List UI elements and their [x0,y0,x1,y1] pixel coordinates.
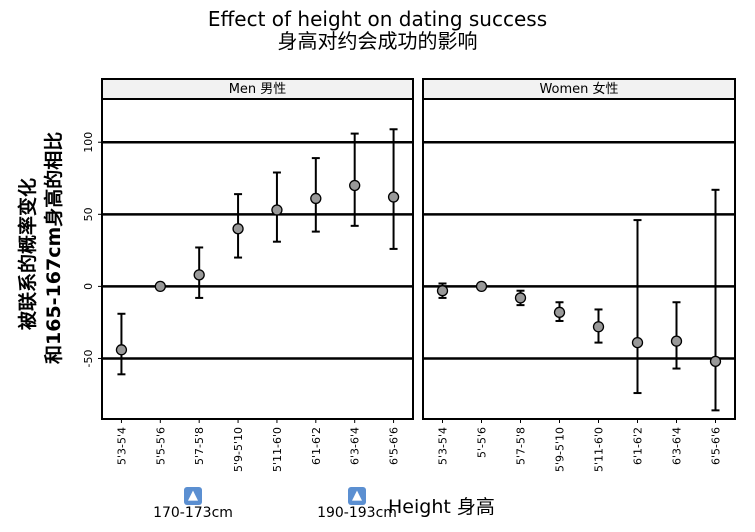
x-tick-label: 5'7-5'8 [515,427,528,465]
x-tick-label: 5'-5'6 [476,427,489,458]
up-arrow-icon: ▲ [184,487,202,505]
data-point [233,224,243,234]
data-point [594,322,604,332]
x-tick-label: 5'9-5'10 [554,427,567,472]
y-tick-label: 50 [82,207,95,221]
up-arrow-icon: ▲ [348,487,366,505]
y-tick-label: 100 [82,132,95,153]
data-point [272,205,282,215]
data-point [555,307,565,317]
x-tick-label: 6'3-6'4 [671,427,684,465]
x-tick-label: 5'7-5'8 [193,427,206,465]
y-tick-label: -50 [82,349,95,367]
annotation-170-173: ▲ 170-173cm [148,487,238,521]
panel-frame [102,79,413,419]
data-point [311,193,321,203]
data-point [389,192,399,202]
x-tick-label: 6'1-6'2 [310,427,323,465]
x-tick-label: 6'5-6'6 [710,427,723,465]
chart-canvas: Men 男性 5'3-5'4 5'5-5'6 5'7-5'8 5'9-5'10 5'11-… [0,0,755,532]
data-point [350,180,360,190]
x-tick-label: 6'1-6'2 [632,427,645,465]
x-tick-label: 5'11-6'0 [593,427,606,472]
panel-strip-label: Women 女性 [539,81,618,97]
x-tick-label: 6'3-6'4 [349,427,362,465]
x-tick-label: 5'5-5'6 [154,427,167,465]
x-tick-label: 6'5-6'6 [388,427,401,465]
panel-frame [423,79,735,419]
data-point [711,356,721,366]
data-point [516,293,526,303]
data-point [194,270,204,280]
y-tick-label: 0 [82,283,95,290]
data-point [438,286,448,296]
data-point [672,336,682,346]
data-point [477,281,487,291]
x-tick-label: 5'9-5'10 [232,427,245,472]
x-tick-label: 5'11-6'0 [271,427,284,472]
annotation-label: 170-173cm [153,505,233,521]
data-point [155,281,165,291]
panel-strip-label: Men 男性 [229,82,287,97]
x-axis-label: Height 身高 [388,492,495,519]
data-point [116,345,126,355]
x-tick-label: 5'3-5'4 [437,427,450,465]
annotation-label: 190-193cm [317,505,397,521]
x-tick-label: 5'3-5'4 [115,427,128,465]
data-point [633,338,643,348]
